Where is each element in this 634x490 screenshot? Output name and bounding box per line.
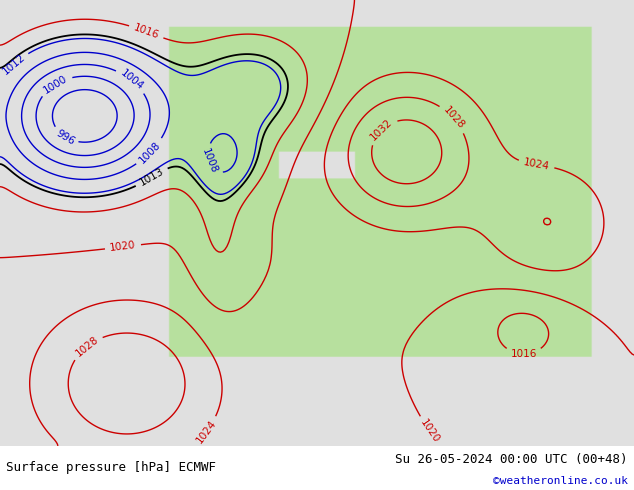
Text: Surface pressure [hPa] ECMWF: Surface pressure [hPa] ECMWF xyxy=(6,462,216,474)
Text: 1008: 1008 xyxy=(200,147,219,175)
Text: 1004: 1004 xyxy=(118,68,145,93)
Text: ©weatheronline.co.uk: ©weatheronline.co.uk xyxy=(493,476,628,486)
Text: 1000: 1000 xyxy=(42,73,69,95)
Text: Su 26-05-2024 00:00 UTC (00+48): Su 26-05-2024 00:00 UTC (00+48) xyxy=(395,453,628,466)
Text: 1020: 1020 xyxy=(109,241,136,253)
Text: 1016: 1016 xyxy=(510,349,537,359)
Text: 1013: 1013 xyxy=(138,167,165,188)
Text: 1028: 1028 xyxy=(74,334,100,359)
Text: 1012: 1012 xyxy=(1,52,27,77)
Text: 1020: 1020 xyxy=(418,418,442,445)
Text: 1032: 1032 xyxy=(369,117,394,143)
Text: 1016: 1016 xyxy=(133,23,160,41)
Text: 996: 996 xyxy=(55,128,77,147)
Text: 1024: 1024 xyxy=(522,157,550,172)
Text: 1028: 1028 xyxy=(441,105,466,131)
Text: 1024: 1024 xyxy=(194,418,218,445)
Text: 1008: 1008 xyxy=(138,139,163,165)
